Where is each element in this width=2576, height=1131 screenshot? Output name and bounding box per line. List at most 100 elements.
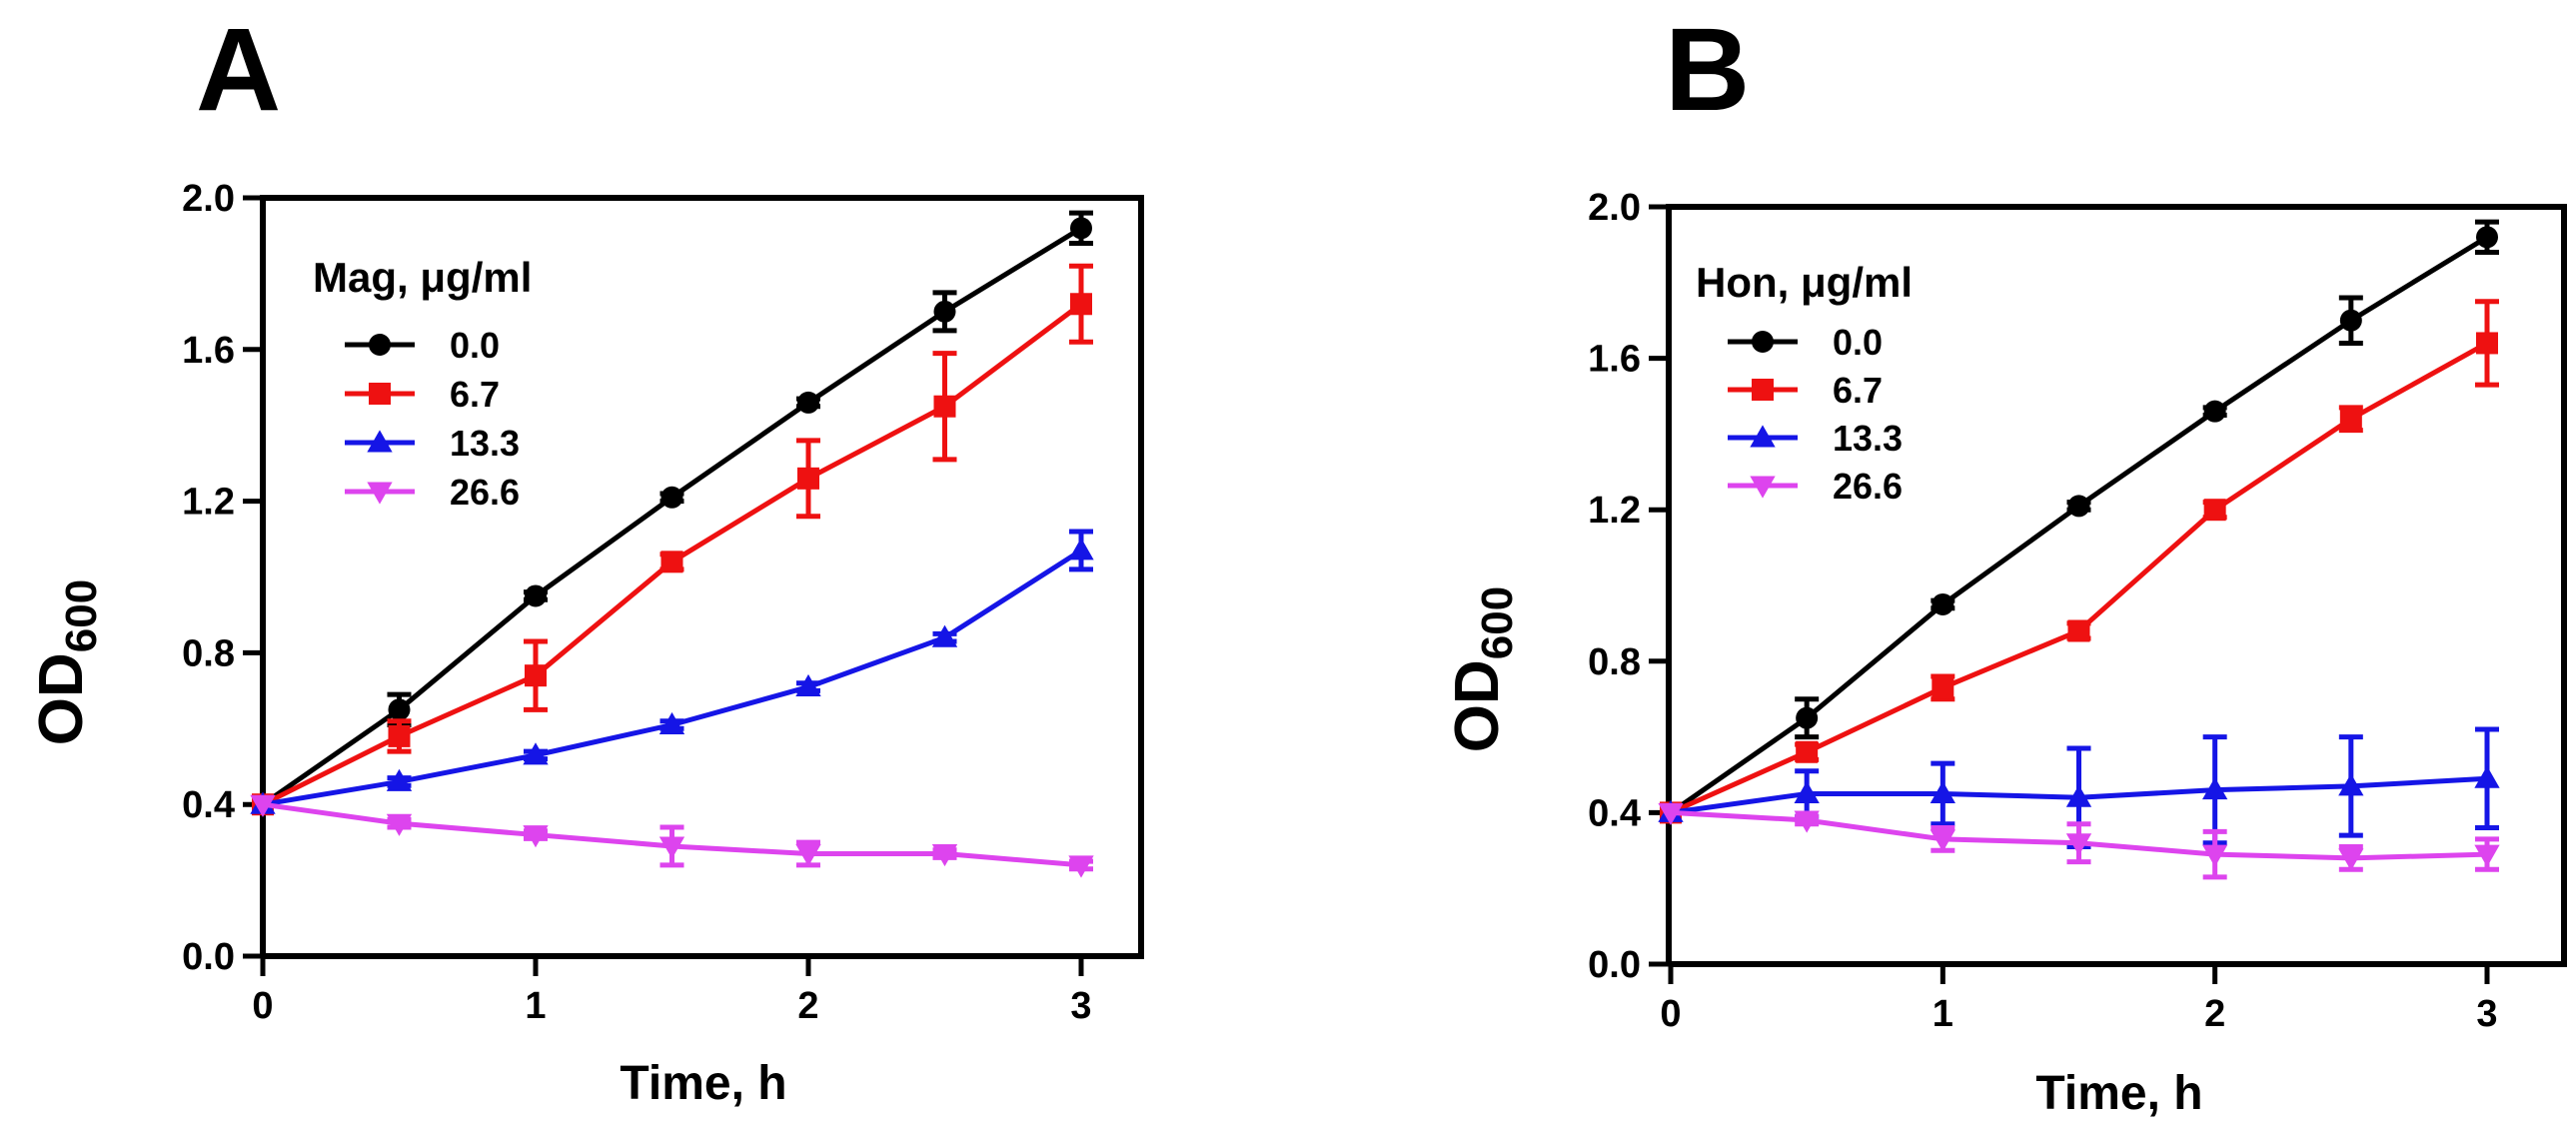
- data-point: [2474, 765, 2500, 788]
- panel-letter: A: [196, 4, 281, 136]
- series-line: [262, 548, 1083, 807]
- data-point: [2065, 833, 2092, 856]
- data-point: [797, 391, 819, 414]
- x-tick-label: 0: [252, 985, 273, 1027]
- x-tick-label: 1: [525, 985, 546, 1027]
- legend-item: 13.3: [345, 423, 520, 464]
- data-point: [2476, 332, 2498, 355]
- y-tick-label: 1.2: [182, 482, 235, 524]
- legend-label: 26.6: [450, 472, 520, 513]
- legend-label: 0.0: [1833, 322, 1883, 363]
- y-axis-title: OD600: [1443, 586, 1522, 752]
- y-axis-title-subscript: 600: [57, 579, 106, 652]
- data-point: [1930, 829, 1955, 852]
- y-tick-label: 0.4: [1588, 792, 1641, 834]
- series-group: [250, 210, 1094, 878]
- legend-label: 0.0: [450, 325, 500, 366]
- legend-marker: [367, 430, 393, 453]
- data-point: [2202, 777, 2228, 800]
- legend-item: 6.7: [1728, 370, 1883, 411]
- y-axis-title-subscript: 600: [1473, 586, 1522, 659]
- x-tick-label: 3: [2476, 993, 2497, 1035]
- series-6-7: [252, 263, 1093, 816]
- data-point: [795, 673, 821, 697]
- legend-marker: [1752, 379, 1774, 401]
- data-point: [1796, 740, 1819, 763]
- data-point: [1068, 855, 1094, 878]
- data-point: [388, 698, 411, 721]
- data-point: [2067, 495, 2090, 518]
- data-point: [660, 551, 683, 573]
- y-tick-label: 2.0: [182, 178, 235, 220]
- legend-title: Hon, μg/ml: [1696, 259, 1913, 306]
- y-tick-label: 0.0: [182, 936, 235, 978]
- series-line: [1669, 341, 2489, 815]
- series-group: [1658, 219, 2500, 880]
- data-point: [250, 794, 276, 817]
- data-point: [388, 724, 411, 747]
- legend-label: 26.6: [1833, 466, 1903, 507]
- legend-marker: [369, 383, 391, 405]
- x-axis-title: Time, h: [620, 1057, 786, 1110]
- y-axis-title-main: OD: [1443, 659, 1512, 752]
- y-tick-label: 0.8: [1588, 641, 1641, 683]
- legend-label: 13.3: [1833, 418, 1903, 459]
- data-point: [2339, 408, 2362, 431]
- series-13-3: [250, 529, 1094, 814]
- data-point: [1068, 538, 1094, 561]
- legend-marker: [367, 482, 393, 505]
- legend-title: Mag, μg/ml: [313, 254, 532, 301]
- y-tick-label: 0.4: [182, 784, 235, 826]
- data-point: [1932, 592, 1954, 615]
- y-axis-title-main: OD: [27, 652, 96, 745]
- x-tick-label: 2: [2204, 993, 2225, 1035]
- series-26-6: [1658, 802, 2500, 880]
- data-point: [2338, 848, 2364, 871]
- x-tick-label: 0: [1660, 993, 1681, 1035]
- y-tick-label: 0.0: [1588, 944, 1641, 986]
- series-26-6: [250, 794, 1094, 878]
- data-point: [933, 300, 956, 323]
- legend-item: 0.0: [345, 325, 500, 366]
- data-point: [386, 768, 413, 791]
- data-point: [1932, 676, 1954, 699]
- legend-item: 26.6: [345, 472, 520, 513]
- data-point: [1070, 293, 1092, 316]
- y-tick-label: 1.6: [1588, 339, 1641, 381]
- data-point: [2203, 499, 2226, 522]
- legend-item: 6.7: [345, 374, 500, 415]
- y-tick-label: 2.0: [1588, 187, 1641, 229]
- panel-letter: B: [1665, 4, 1750, 136]
- axes: 0.0 0.4 0.8 1.2 1.6 2.0 0 1 2 3: [1588, 187, 2567, 1035]
- data-point: [2339, 309, 2362, 332]
- data-point: [1070, 217, 1092, 240]
- data-point: [933, 395, 956, 418]
- x-tick-label: 1: [1932, 993, 1953, 1035]
- legend: Mag, μg/ml 0.0 6.7 13.3 26.6: [313, 254, 532, 513]
- data-point: [1794, 780, 1820, 803]
- data-point: [386, 813, 413, 836]
- data-point: [2338, 773, 2364, 796]
- data-point: [660, 486, 683, 509]
- data-point: [1930, 780, 1955, 803]
- y-axis-title: OD600: [27, 579, 106, 745]
- data-point: [2202, 844, 2228, 867]
- data-point: [795, 844, 821, 867]
- legend-item: 13.3: [1728, 418, 1903, 459]
- y-tick-label: 1.2: [1588, 490, 1641, 532]
- data-point: [658, 836, 685, 859]
- legend-label: 6.7: [1833, 370, 1883, 411]
- legend-marker: [1752, 331, 1774, 353]
- data-point: [931, 624, 958, 647]
- x-tick-label: 3: [1070, 985, 1091, 1027]
- data-point: [931, 844, 958, 867]
- series-6-7: [1660, 299, 2499, 824]
- legend-label: 6.7: [450, 374, 500, 415]
- y-tick-label: 0.8: [182, 632, 235, 674]
- axes: 0.0 0.4 0.8 1.2 1.6 2.0 0 1 2 3: [182, 178, 1144, 1027]
- data-point: [658, 711, 685, 734]
- panel-a: A OD600 Time, h 0.0 0.4 0.8 1.2 1.6 2.0 0 1 2 3 M…: [27, 4, 1144, 1110]
- legend: Hon, μg/ml 0.0 6.7 13.3 26.6: [1696, 259, 1913, 507]
- legend-item: 26.6: [1728, 466, 1903, 507]
